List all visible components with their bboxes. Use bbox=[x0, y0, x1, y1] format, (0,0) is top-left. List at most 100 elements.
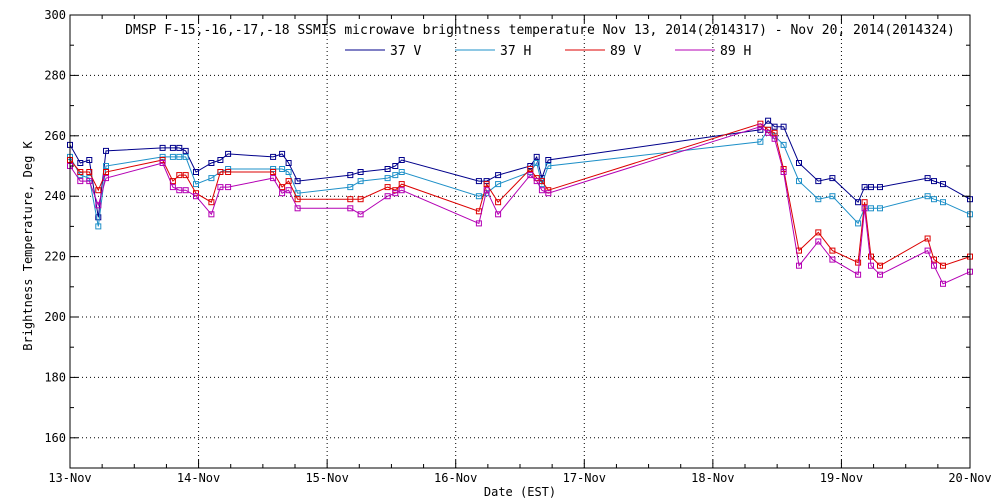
data-point bbox=[95, 202, 102, 209]
data-point bbox=[176, 187, 183, 194]
legend-label: 37 V bbox=[390, 44, 421, 59]
series-line bbox=[69, 123, 971, 267]
data-point bbox=[861, 205, 868, 212]
data-point bbox=[771, 129, 778, 136]
y-tick-label: 300 bbox=[44, 8, 66, 22]
data-point bbox=[217, 184, 224, 191]
data-point bbox=[270, 175, 277, 182]
data-point bbox=[103, 169, 109, 175]
data-point bbox=[398, 157, 405, 163]
data-point bbox=[357, 211, 364, 218]
data-point bbox=[855, 220, 862, 227]
data-point bbox=[176, 144, 183, 151]
y-axis-title: Brightness Temperature, Deg K bbox=[21, 140, 35, 350]
data-point bbox=[347, 172, 354, 179]
data-point bbox=[77, 172, 84, 179]
data-point bbox=[780, 123, 787, 130]
data-point bbox=[95, 214, 102, 221]
data-point bbox=[877, 271, 883, 278]
data-point bbox=[294, 205, 301, 212]
x-tick-label: 13-Nov bbox=[48, 471, 91, 485]
data-point bbox=[868, 262, 874, 269]
data-point bbox=[176, 172, 183, 179]
y-tick-label: 280 bbox=[44, 68, 66, 82]
data-point bbox=[940, 199, 946, 206]
data-point bbox=[855, 199, 862, 206]
legend-item: 37 V bbox=[345, 44, 421, 59]
x-tick-label: 16-Nov bbox=[434, 471, 477, 485]
y-tick-label: 180 bbox=[44, 370, 66, 384]
data-point bbox=[225, 184, 232, 191]
data-point bbox=[208, 199, 215, 206]
data-point bbox=[182, 187, 189, 194]
data-point bbox=[77, 160, 84, 166]
data-point bbox=[159, 144, 166, 151]
data-point bbox=[931, 178, 937, 185]
legend: 37 V 37 H 89 V 89 H bbox=[345, 44, 751, 59]
data-point bbox=[533, 153, 540, 160]
data-point bbox=[924, 175, 931, 182]
data-point bbox=[815, 196, 822, 203]
data-point bbox=[475, 178, 482, 185]
data-point bbox=[357, 169, 364, 175]
y-tick-label: 200 bbox=[44, 310, 66, 324]
data-point bbox=[495, 181, 502, 188]
legend-item: 89 H bbox=[675, 44, 751, 59]
data-point bbox=[877, 205, 883, 212]
series-line bbox=[69, 126, 971, 285]
data-point bbox=[86, 169, 93, 175]
data-point bbox=[815, 178, 822, 185]
data-point bbox=[398, 181, 405, 188]
data-point bbox=[796, 160, 802, 166]
data-point bbox=[225, 169, 232, 175]
data-point bbox=[475, 193, 482, 200]
data-point bbox=[483, 187, 490, 194]
data-point bbox=[924, 193, 931, 200]
data-point bbox=[940, 181, 946, 188]
data-point bbox=[270, 153, 277, 160]
data-point bbox=[285, 169, 292, 175]
data-point bbox=[765, 117, 772, 124]
data-point bbox=[77, 178, 84, 185]
data-point bbox=[877, 184, 883, 191]
data-point bbox=[193, 193, 199, 200]
data-point bbox=[86, 178, 93, 185]
data-point bbox=[285, 160, 292, 166]
data-point bbox=[176, 153, 183, 160]
x-tick-label: 18-Nov bbox=[691, 471, 734, 485]
data-point bbox=[217, 169, 224, 175]
data-point bbox=[533, 160, 540, 166]
data-point bbox=[384, 193, 391, 200]
data-point bbox=[780, 169, 787, 175]
data-point bbox=[771, 135, 778, 142]
data-point bbox=[533, 178, 540, 185]
data-point bbox=[182, 147, 189, 154]
data-point bbox=[347, 205, 354, 212]
data-point bbox=[392, 172, 399, 179]
data-point bbox=[495, 211, 502, 218]
data-point bbox=[392, 163, 399, 169]
data-point bbox=[861, 199, 868, 206]
data-point bbox=[780, 141, 787, 148]
legend-item: 37 H bbox=[455, 44, 531, 59]
data-point bbox=[159, 153, 166, 160]
data-point bbox=[193, 181, 199, 188]
data-point bbox=[169, 153, 176, 160]
data-point bbox=[868, 205, 874, 212]
data-point bbox=[285, 187, 292, 194]
data-point bbox=[765, 129, 772, 136]
data-point bbox=[279, 184, 286, 191]
data-point bbox=[398, 187, 405, 194]
data-point bbox=[347, 196, 354, 203]
data-point bbox=[357, 178, 364, 185]
data-point bbox=[815, 229, 822, 236]
data-point bbox=[815, 238, 822, 245]
data-point bbox=[193, 169, 199, 175]
x-tick-label: 17-Nov bbox=[563, 471, 606, 485]
data-point bbox=[208, 175, 215, 182]
data-point bbox=[829, 256, 836, 263]
legend-item: 89 V bbox=[565, 44, 641, 59]
data-point bbox=[95, 187, 102, 194]
data-point bbox=[855, 259, 862, 266]
